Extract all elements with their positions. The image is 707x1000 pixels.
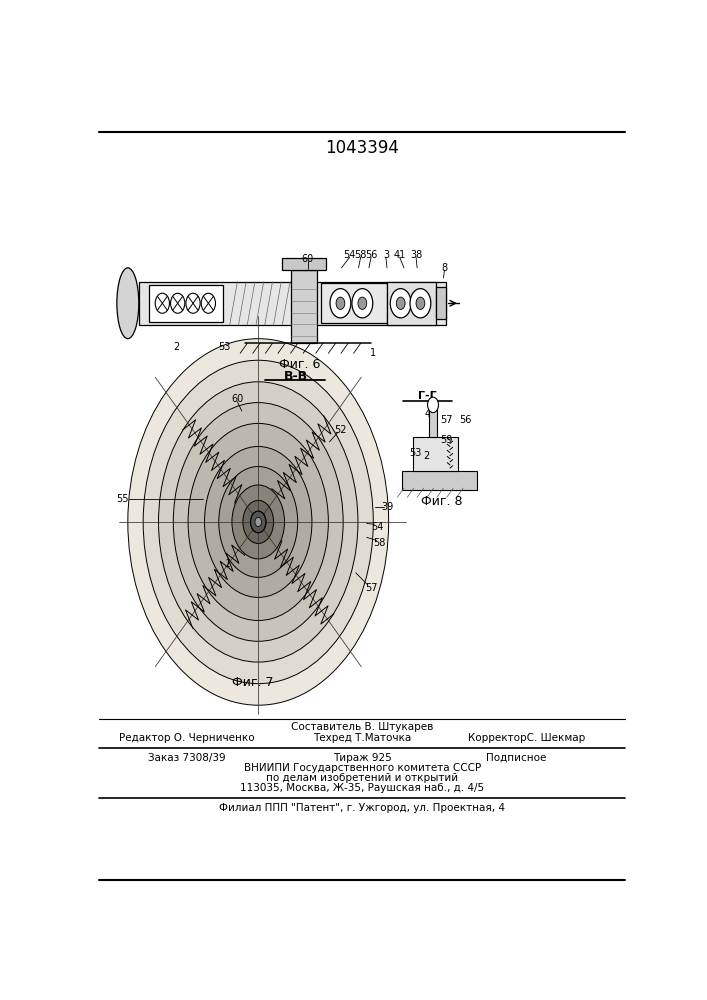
Text: 113035, Москва, Ж-35, Раушская наб., д. 4/5: 113035, Москва, Ж-35, Раушская наб., д. … (240, 783, 484, 793)
Text: ВНИИПИ Государственного комитета СССР: ВНИИПИ Государственного комитета СССР (244, 763, 481, 773)
Text: Г-Г: Г-Г (418, 391, 436, 401)
Text: 3: 3 (382, 250, 389, 260)
Bar (402, 471, 477, 490)
Bar (291, 270, 317, 343)
Circle shape (250, 511, 266, 533)
Bar (413, 437, 457, 471)
Circle shape (188, 423, 328, 620)
Text: 52: 52 (334, 425, 346, 435)
Circle shape (144, 360, 373, 684)
Circle shape (250, 511, 266, 533)
Bar (282, 258, 326, 270)
Text: Заказ 7308/39: Заказ 7308/39 (148, 753, 226, 763)
Text: 53: 53 (218, 342, 230, 352)
Bar (429, 406, 437, 437)
Text: 8: 8 (441, 263, 448, 273)
Circle shape (336, 297, 345, 309)
Text: 56: 56 (459, 415, 472, 425)
Text: 57: 57 (440, 415, 453, 425)
Text: 56: 56 (365, 250, 378, 260)
Circle shape (428, 397, 438, 413)
Circle shape (397, 297, 405, 309)
Circle shape (186, 293, 200, 313)
Text: 54: 54 (344, 250, 356, 260)
Text: Филиал ППП "Патент", г. Ужгород, ул. Проектная, 4: Филиал ППП "Патент", г. Ужгород, ул. Про… (219, 803, 506, 813)
Text: 1: 1 (225, 559, 231, 569)
Text: 58: 58 (374, 538, 386, 548)
Circle shape (173, 403, 343, 641)
Circle shape (232, 485, 284, 559)
Text: 39: 39 (381, 502, 394, 512)
Text: Редактор О. Черниченко: Редактор О. Черниченко (119, 733, 255, 743)
Text: Фиг. 8: Фиг. 8 (421, 495, 462, 508)
Circle shape (158, 382, 358, 662)
Text: 59: 59 (440, 435, 453, 445)
Circle shape (352, 289, 373, 318)
Bar (148, 285, 223, 322)
Circle shape (170, 293, 185, 313)
Circle shape (218, 466, 298, 577)
Text: Составитель В. Штукарев: Составитель В. Штукарев (291, 722, 433, 732)
Circle shape (255, 517, 262, 527)
Text: 55: 55 (116, 494, 129, 504)
Text: 1043394: 1043394 (325, 139, 399, 157)
Circle shape (358, 297, 367, 309)
Text: В-В: В-В (284, 370, 308, 383)
Circle shape (201, 293, 216, 313)
Text: Фиг. 6: Фиг. 6 (279, 358, 320, 371)
Text: 53: 53 (409, 448, 421, 458)
Text: 2: 2 (173, 342, 179, 352)
Bar (321, 283, 387, 323)
Circle shape (330, 289, 351, 318)
Text: 54: 54 (371, 522, 384, 532)
Bar (139, 282, 446, 325)
Text: 2: 2 (423, 451, 430, 461)
Circle shape (416, 297, 425, 309)
Circle shape (128, 339, 389, 705)
Text: Тираж 925: Тираж 925 (333, 753, 392, 763)
Text: по делам изобретений и открытий: по делам изобретений и открытий (267, 773, 458, 783)
Circle shape (390, 289, 411, 318)
Text: Фиг. 7: Фиг. 7 (232, 676, 274, 689)
Text: 38: 38 (410, 250, 422, 260)
Text: 57: 57 (365, 583, 378, 593)
Text: 60: 60 (231, 394, 243, 404)
Bar (436, 287, 446, 319)
Circle shape (410, 289, 431, 318)
Circle shape (156, 293, 170, 313)
Text: 58: 58 (354, 250, 367, 260)
Bar (387, 282, 436, 325)
Text: Подписное: Подписное (486, 753, 546, 763)
Circle shape (204, 446, 312, 597)
Text: КорректорС. Шекмар: КорректорС. Шекмар (468, 733, 585, 743)
Text: 41: 41 (425, 409, 437, 419)
Circle shape (243, 500, 274, 544)
Text: 60: 60 (301, 254, 314, 264)
Text: Техред Т.Маточка: Техред Т.Маточка (313, 733, 411, 743)
Ellipse shape (117, 268, 139, 339)
Text: 41: 41 (394, 250, 406, 260)
Text: 1: 1 (370, 348, 376, 358)
